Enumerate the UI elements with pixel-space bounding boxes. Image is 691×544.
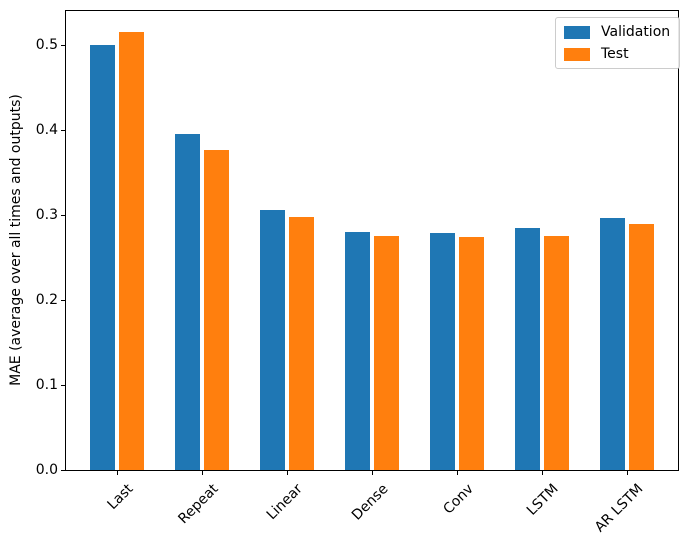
x-tick-mark-repeat [202, 471, 203, 475]
bar-test-linear [288, 216, 315, 470]
x-tick-mark-lstm [542, 471, 543, 475]
x-tick-label-repeat: Repeat [175, 481, 222, 528]
bar-validation-dense [344, 232, 371, 470]
x-tick-mark-conv [457, 471, 458, 475]
y-tick-label-0.5: 0.5 [35, 37, 58, 53]
y-tick-label-0.4: 0.4 [35, 122, 58, 138]
validation-color-swatch [564, 25, 590, 39]
y-tick-mark-0.2 [61, 300, 65, 301]
y-tick-mark-0.3 [61, 215, 65, 216]
legend-item-validation: Validation [564, 24, 670, 40]
y-tick-mark-0.1 [61, 385, 65, 386]
y-tick-label-0.3: 0.3 [35, 207, 58, 223]
x-tick-label-conv: Conv [439, 481, 477, 518]
x-tick-mark-dense [372, 471, 373, 475]
x-tick-label-dense: Dense [348, 481, 392, 524]
test-color-swatch [564, 47, 590, 61]
legend-label-test: Test [601, 46, 629, 62]
bar-test-conv [458, 237, 485, 470]
y-axis-label: MAE (average over all times and outputs) [8, 94, 24, 386]
x-tick-label-lstm: LSTM [523, 481, 562, 519]
x-tick-mark-ar-lstm [627, 471, 628, 475]
y-tick-mark-0.0 [61, 470, 65, 471]
bar-test-repeat [203, 150, 230, 470]
bar-test-last [118, 32, 145, 470]
bar-validation-lstm [514, 227, 541, 470]
y-tick-label-0.1: 0.1 [35, 377, 58, 393]
y-tick-label-0.0: 0.0 [35, 462, 58, 478]
plot-area [65, 10, 679, 471]
y-tick-mark-0.5 [61, 45, 65, 46]
x-tick-mark-last [117, 471, 118, 475]
bar-test-lstm [543, 236, 570, 470]
bar-validation-last [89, 45, 116, 470]
bar-test-ar-lstm [628, 223, 655, 470]
bar-validation-conv [429, 232, 456, 470]
x-tick-label-linear: Linear [264, 481, 307, 524]
bar-test-dense [373, 236, 400, 470]
y-tick-label-0.2: 0.2 [35, 292, 58, 308]
x-tick-label-ar-lstm: AR LSTM [591, 481, 647, 536]
bar-validation-linear [259, 209, 286, 470]
bar-validation-ar-lstm [599, 218, 626, 470]
x-tick-label-last: Last [104, 481, 137, 513]
legend-item-test: Test [564, 46, 670, 62]
x-tick-mark-linear [287, 471, 288, 475]
bar-validation-repeat [174, 134, 201, 470]
y-tick-mark-0.4 [61, 130, 65, 131]
legend: Validation Test [555, 17, 681, 69]
legend-label-validation: Validation [601, 24, 671, 40]
